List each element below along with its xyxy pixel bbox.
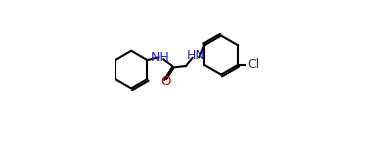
Text: HN: HN [187, 49, 205, 62]
Text: NH: NH [151, 51, 170, 64]
Text: Cl: Cl [248, 58, 260, 71]
Text: O: O [160, 75, 171, 88]
